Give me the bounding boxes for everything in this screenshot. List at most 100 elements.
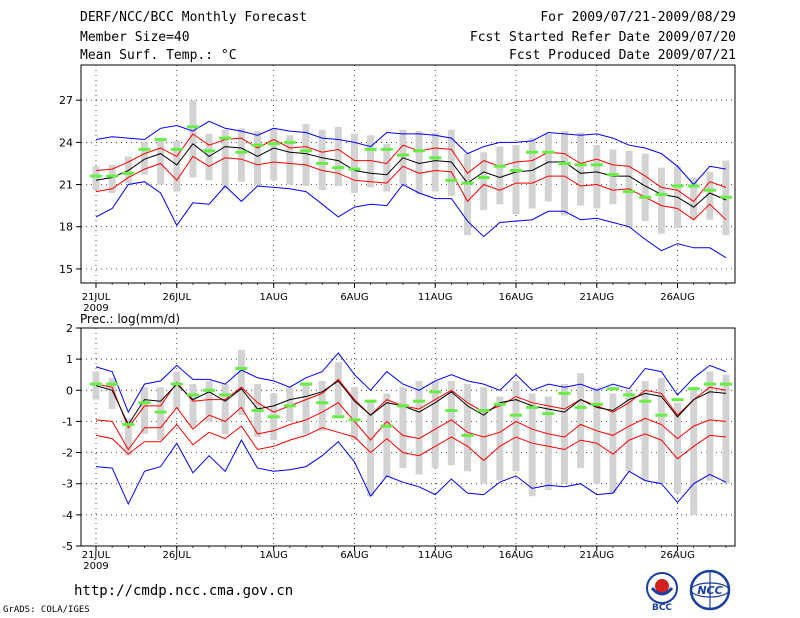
spread-bar [577,132,585,206]
observed-marker [122,423,135,427]
bcc-logo: BCC [646,572,678,612]
spread-bar [334,362,342,416]
spread-bar [657,377,665,484]
spread-bar [496,396,504,481]
x-tick-label: 1AUG [260,550,288,561]
observed-marker [413,399,426,403]
observed-marker [203,149,216,153]
spread-bar [221,129,229,189]
observed-marker [429,156,442,160]
observed-marker [429,390,442,394]
observed-marker [122,171,135,175]
forecast-period: For 2009/07/21-2009/08/29 [540,10,736,25]
x-tick-label: 16AUG [499,292,534,303]
spread-bar [464,384,472,472]
spread-bar [512,145,520,215]
y-tick-label: 15 [59,263,73,276]
observed-marker [106,382,119,386]
series-mean-line [95,143,727,208]
observed-marker [219,136,232,140]
series-min-line [95,439,727,506]
y-tick-label: 1 [66,353,73,366]
observed-marker [316,161,329,165]
spread-bar [302,384,310,434]
spread-bar [512,380,520,472]
observed-marker [186,393,199,397]
plot-frame [80,64,736,284]
spread-bar [157,139,165,185]
observed-marker [90,174,102,178]
observed-marker [703,382,716,386]
x-tick-label: 21AUG [579,550,614,561]
observed-marker [364,399,377,403]
series-upper-line [95,133,727,203]
spread-bar [173,140,181,192]
spread-bar [189,100,197,178]
spread-bar [350,133,358,193]
observed-marker [332,166,345,170]
spread-bar [431,380,439,469]
x-tick-label: 26AUG [660,292,695,303]
observed-marker [526,405,539,409]
spread-bar [221,384,229,434]
observed-marker [655,192,668,196]
spread-bar [431,132,439,192]
spread-bar [447,380,455,466]
observed-marker [235,150,248,154]
spread-bar [254,131,262,186]
spread-bar [496,146,504,205]
spread-bar [399,387,407,469]
x-tick-label: 26AUG [660,550,695,561]
x-tick-label: 11AUG [418,292,453,303]
source-url[interactable]: http://cmdp.ncc.cma.gov.cn [74,583,294,599]
y-tick-label: -5 [62,540,73,553]
y-tick-label: -3 [62,478,73,491]
x-tick-label: 26JUL [162,292,191,303]
spread-bar [609,393,617,494]
spread-bar [560,131,568,216]
panel-1: 15 18 21 24 27 21JUL 26JUL 1AUG 6AUG 11AUG 16AUG 21… [59,64,736,314]
y-tick-label: 24 [59,136,73,149]
spread-bar [157,387,165,441]
observed-marker [477,409,490,413]
spread-bar [237,128,245,182]
spread-bar [480,387,488,484]
member-size-label: Member Size=40 [80,30,190,45]
spread-bar [706,371,714,481]
observed-marker [170,382,183,386]
observed-marker [170,147,183,151]
observed-marker [574,163,587,167]
observed-marker [316,401,329,405]
observed-marker [154,138,167,142]
observed-marker [380,424,393,428]
spread-bar [690,177,698,220]
observed-marker [348,167,361,171]
observed-marker [671,184,684,188]
spread-bar [318,380,326,431]
x-year-label: 2009 [83,561,108,572]
observed-marker [477,176,490,180]
bcc-logo-text: BCC [652,603,672,612]
spread-bar [173,371,181,409]
spread-bar [237,349,245,416]
spread-bar [124,156,132,184]
observed-marker [590,163,603,167]
observed-marker [251,409,264,413]
series-max-line [95,120,727,186]
y-tick-label: -4 [62,509,73,522]
series-min-line [95,181,727,259]
observed-marker [687,387,700,391]
x-tick-label: 21AUG [579,292,614,303]
observed-marker [90,382,102,386]
observed-marker [461,181,474,185]
spread-bar [657,167,665,234]
forecast-produced-date: Fcst Produced Date 2009/07/21 [509,48,736,63]
observed-marker [590,402,603,406]
spread-bar [480,152,488,210]
observed-marker [510,413,522,417]
observed-marker [445,178,458,182]
observed-marker [348,418,361,422]
observed-marker [671,398,684,402]
spread-bar [593,387,601,484]
y-tick-label: 27 [59,94,73,107]
